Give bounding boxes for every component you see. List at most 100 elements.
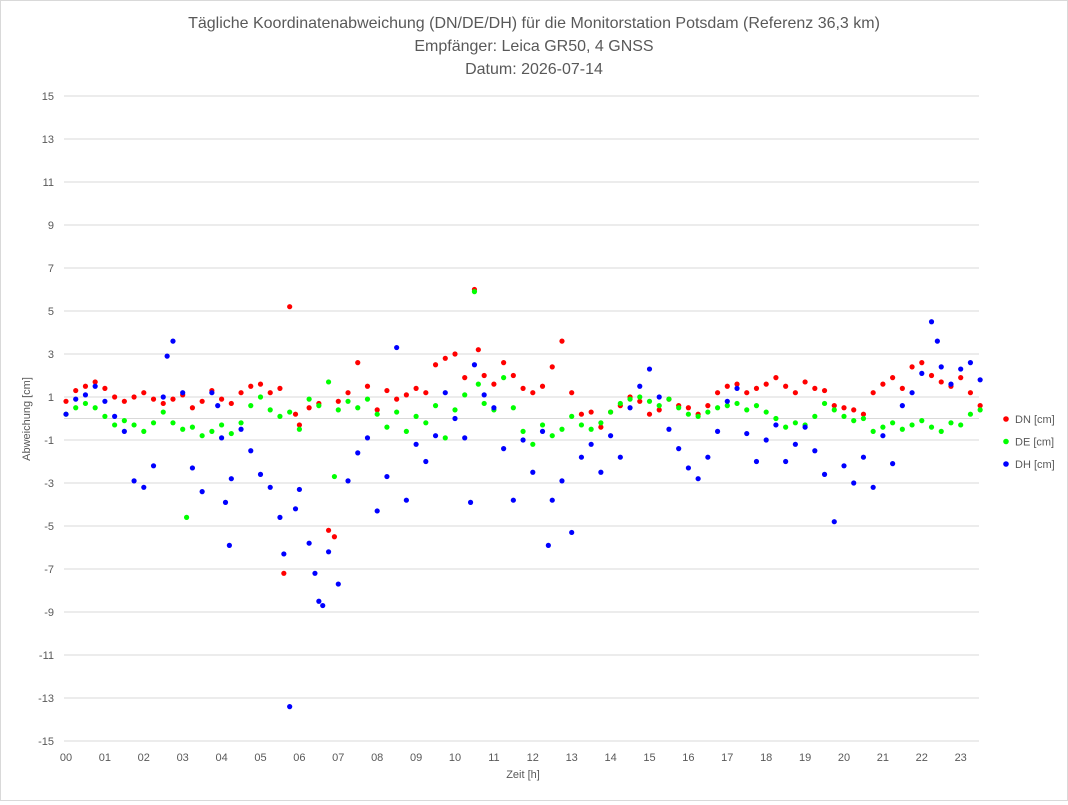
data-point (102, 398, 108, 404)
data-point (802, 424, 808, 430)
data-point (569, 529, 575, 536)
data-point (598, 420, 604, 426)
data-point (899, 385, 905, 391)
data-point (714, 428, 721, 434)
data-point (753, 458, 760, 465)
data-point (394, 396, 400, 402)
y-tick-label: 11 (43, 177, 54, 189)
data-point (773, 415, 779, 422)
x-axis-tick-labels: 00 01 02 03 04 05 06 07 08 09 10 11 12 13 14 15 16 17 18 19… (60, 752, 967, 764)
data-point (296, 422, 302, 428)
data-point (909, 364, 915, 370)
data-point (226, 542, 232, 548)
data-point (423, 458, 429, 465)
x-tick-label: 07 (332, 752, 344, 764)
data-point (219, 435, 225, 441)
data-point (695, 413, 701, 419)
data-point (248, 383, 254, 389)
data-point (180, 426, 186, 432)
data-point (277, 514, 283, 521)
x-tick-label: 19 (799, 752, 811, 764)
data-point (958, 366, 964, 372)
data-point (209, 428, 215, 434)
data-point (539, 383, 546, 389)
data-point (646, 398, 653, 404)
data-point (189, 405, 196, 411)
data-point (520, 437, 526, 443)
x-tick-label: 15 (643, 752, 655, 764)
data-point (481, 392, 487, 398)
data-point (292, 411, 299, 417)
data-point (646, 411, 653, 417)
data-point (257, 381, 264, 387)
data-point (860, 415, 867, 422)
data-point (325, 549, 332, 555)
data-point (967, 360, 974, 366)
data-point (763, 437, 769, 443)
data-point (121, 398, 127, 404)
data-point (802, 379, 808, 385)
data-point (442, 435, 448, 441)
data-point (821, 400, 828, 407)
data-point (909, 422, 915, 428)
series-2-points (63, 289, 983, 521)
data-point (442, 355, 448, 361)
data-point (112, 413, 118, 419)
data-point (744, 390, 750, 396)
data-point (860, 411, 867, 417)
data-point (928, 372, 935, 379)
data-point (870, 428, 876, 434)
data-point (676, 446, 682, 452)
y-tick-label: -3 (44, 478, 54, 490)
data-point (792, 420, 798, 426)
data-point (977, 407, 983, 413)
data-point (423, 390, 429, 396)
data-point (491, 381, 497, 387)
data-point (452, 351, 458, 357)
data-point (112, 422, 118, 428)
data-point (170, 420, 176, 426)
data-point (705, 409, 711, 415)
data-point (899, 403, 905, 409)
data-point (345, 390, 351, 396)
data-point (627, 405, 633, 411)
data-point (112, 394, 118, 400)
data-point (364, 435, 371, 441)
legend: DN [cm] DE [cm] DH [cm] (1003, 414, 1055, 471)
data-point (928, 424, 935, 430)
legend-marker (1003, 461, 1009, 467)
data-point (870, 390, 876, 396)
x-tick-label: 10 (449, 752, 461, 764)
data-point (588, 441, 594, 447)
data-point (475, 381, 481, 387)
data-point (773, 375, 779, 381)
data-point (413, 441, 419, 447)
data-point (384, 473, 390, 480)
x-tick-label: 05 (254, 752, 266, 764)
data-point (199, 398, 205, 404)
y-tick-label: -9 (44, 607, 54, 619)
x-axis-title: Zeit [h] (506, 769, 540, 781)
data-point (938, 364, 944, 370)
legend-marker (1003, 416, 1009, 422)
data-point (578, 454, 585, 460)
data-point (549, 433, 555, 439)
data-point (267, 407, 273, 413)
plot-area-points (63, 286, 983, 710)
x-tick-label: 09 (410, 752, 422, 764)
data-point (948, 381, 954, 387)
data-point (209, 390, 215, 396)
data-point (306, 405, 312, 411)
data-point (384, 424, 390, 430)
data-point (705, 403, 711, 409)
data-point (530, 390, 536, 396)
y-axis-tick-labels: 15 13 11 9 7 5 3 1 -1 -3 -5 -7 -9 -11 -13 -15 (38, 91, 54, 748)
data-point (763, 409, 769, 415)
data-point (228, 476, 234, 482)
data-point (150, 463, 157, 469)
data-point (277, 413, 283, 419)
legend-label: DE [cm] (1015, 437, 1054, 449)
y-tick-label: 9 (48, 220, 54, 232)
data-point (569, 390, 575, 396)
